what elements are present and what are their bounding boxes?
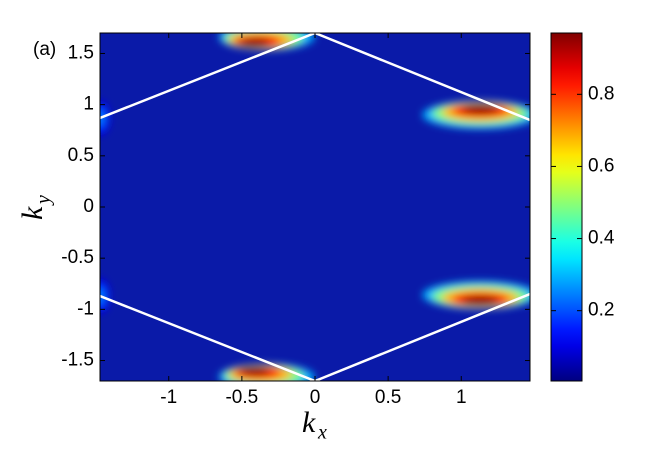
y-tick-label: 1 bbox=[83, 94, 94, 115]
x-axis-label-sub: x bbox=[317, 422, 327, 444]
zone-boundary bbox=[100, 33, 530, 122]
peak-level bbox=[461, 104, 499, 114]
plot-area bbox=[100, 33, 530, 381]
colorbar-tick-label: 0.4 bbox=[588, 228, 615, 249]
peak-level bbox=[461, 296, 499, 306]
x-tick-label: 0.5 bbox=[375, 387, 401, 408]
y-tick-label: -1 bbox=[77, 298, 94, 319]
peak-level bbox=[239, 38, 271, 48]
y-tick-label: -0.5 bbox=[61, 247, 94, 268]
y-tick-label: 0.5 bbox=[68, 145, 94, 166]
x-axis-label: k bbox=[302, 406, 316, 439]
panel-label: (a) bbox=[33, 39, 56, 60]
x-tick-label: 0 bbox=[310, 387, 321, 408]
intensity-peak bbox=[218, 363, 315, 381]
plot-background bbox=[100, 33, 530, 381]
zone-boundary bbox=[100, 292, 530, 381]
intensity-peak bbox=[422, 100, 530, 129]
peak-level bbox=[239, 366, 271, 376]
y-tick-label: 1.5 bbox=[68, 42, 94, 63]
colorbar-tick-label: 0.2 bbox=[588, 300, 614, 321]
y-tick-label: 0 bbox=[83, 196, 94, 217]
y-axis-label: k bbox=[16, 206, 49, 220]
y-axis-label-group: k y bbox=[16, 195, 55, 220]
intensity-peak bbox=[100, 99, 110, 136]
intensity-peak bbox=[218, 33, 315, 51]
colorbar bbox=[550, 32, 583, 382]
y-tick-label: -1.5 bbox=[61, 350, 94, 371]
colorbar-tick-label: 0.8 bbox=[588, 83, 614, 104]
x-tick-label: 1 bbox=[456, 387, 467, 408]
x-tick-label: -0.5 bbox=[225, 387, 258, 408]
intensity-peak bbox=[422, 281, 530, 310]
x-tick-label: -1 bbox=[160, 387, 177, 408]
y-axis-label-sub: y bbox=[33, 195, 55, 206]
colorbar-tick-label: 0.6 bbox=[588, 155, 614, 176]
